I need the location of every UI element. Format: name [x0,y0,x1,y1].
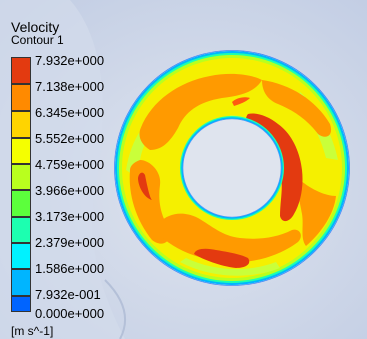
legend-swatch-7 [11,243,31,269]
legend-label-1: 7.138e+000 [35,79,105,94]
annulus [115,51,349,285]
legend-swatch-4 [11,164,31,190]
legend-label-3: 5.552e+000 [35,131,105,146]
legend-swatch-3 [11,138,31,164]
legend-label-0: 7.932e+000 [35,53,105,68]
legend-swatch-6 [11,217,31,243]
legend-swatch-5 [11,190,31,217]
orange-zone [262,80,332,137]
legend-swatch-0 [11,57,31,84]
legend-title: Velocity [11,19,60,35]
legend-swatch-9 [11,296,31,312]
legend-label-9: 7.932e-001 [35,287,101,302]
legend-label-2: 6.345e+000 [35,105,105,120]
legend-label-10: 0.000e+000 [35,306,105,321]
red-zone [232,97,250,106]
orange-zone [298,180,336,246]
red-zone [138,172,152,200]
orange-zone [155,213,301,262]
legend-subtitle: Contour 1 [11,33,64,47]
background-geometry-edge [104,279,126,339]
legend-label-5: 3.966e+000 [35,183,105,198]
legend-unit-label: [m s^-1] [11,324,54,338]
legend-swatch-8 [11,269,31,296]
inner-hole [183,119,281,217]
background-geometry-shading [0,0,125,339]
orange-zone [139,73,262,150]
legend-label-6: 3.173e+000 [35,209,105,224]
green-patch [180,258,280,276]
legend-label-8: 1.586e+000 [35,261,105,276]
legend-label-4: 4.759e+000 [35,157,105,172]
red-zone [194,248,250,268]
legend-swatch-1 [11,84,31,111]
red-zone [246,113,303,222]
outer-wall-ring [115,51,349,285]
inner-hole-edge [182,118,282,218]
outer-wall-edge [114,50,350,286]
inner-wall-ring [181,117,283,219]
legend-swatch-2 [11,111,31,138]
inner-wall-ring-outer [180,116,284,220]
legend-label-7: 2.379e+000 [35,235,105,250]
